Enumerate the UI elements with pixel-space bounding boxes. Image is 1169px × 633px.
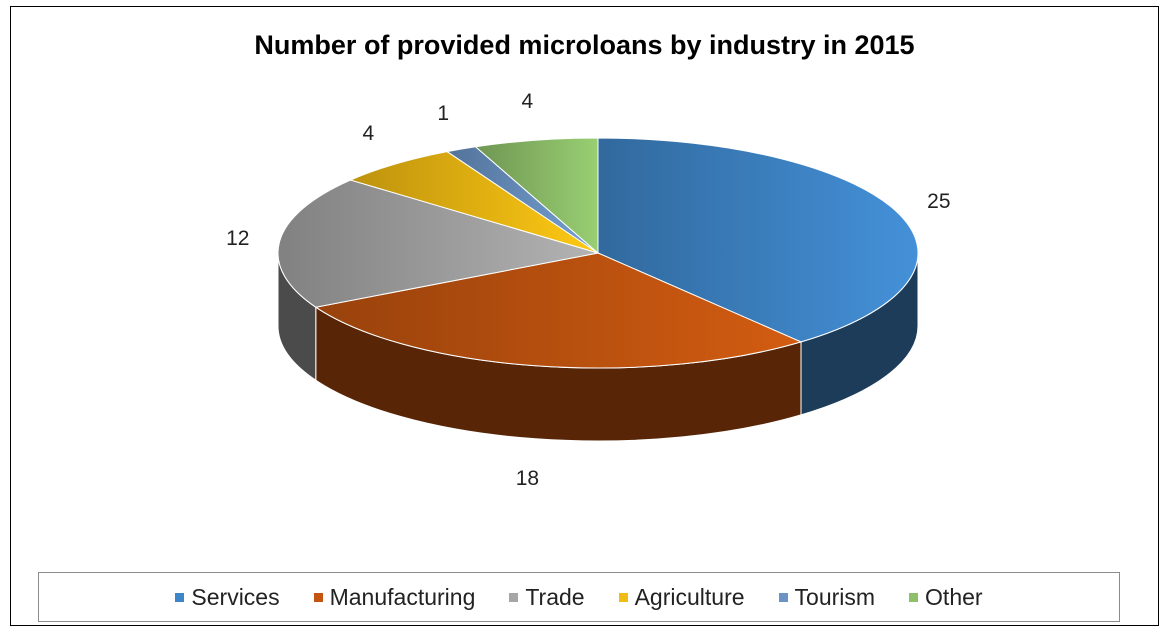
legend-label: Manufacturing — [329, 583, 476, 610]
legend-swatch — [313, 592, 323, 602]
data-label-tourism: 1 — [437, 102, 449, 125]
legend-item-manufacturing[interactable]: Manufacturing — [313, 583, 476, 611]
pie-slice-services[interactable] — [597, 137, 919, 343]
data-label-agriculture: 4 — [363, 122, 375, 145]
legend-label: Trade — [525, 583, 585, 610]
chart-legend: Services Manufacturing Trade Agriculture Tou… — [38, 572, 1120, 622]
pie-slice-agriculture[interactable] — [349, 151, 599, 254]
legend-label: Agriculture — [634, 583, 745, 610]
legend-item-agriculture[interactable]: Agriculture — [618, 583, 745, 611]
pie-slice-other[interactable] — [474, 137, 599, 255]
legend-swatch — [909, 592, 919, 602]
legend-swatch — [618, 592, 628, 602]
legend-swatch — [509, 592, 519, 602]
legend-item-services[interactable]: Services — [175, 583, 280, 611]
legend-swatch — [175, 592, 185, 602]
legend-item-tourism[interactable]: Tourism — [778, 583, 876, 611]
chart-title: Number of provided microloans by industr… — [254, 30, 915, 60]
pie-slice-manufacturing[interactable] — [314, 252, 803, 369]
pie-slice-trade[interactable] — [277, 179, 599, 308]
legend-item-other[interactable]: Other — [909, 584, 983, 611]
legend-label: Services — [191, 583, 280, 610]
legend-label: Tourism — [794, 583, 876, 610]
data-labels: 25 18 12 4 1 4 — [226, 90, 950, 490]
data-label-manufacturing: 18 — [516, 467, 539, 490]
data-label-trade: 12 — [226, 227, 249, 250]
data-label-services: 25 — [927, 190, 950, 213]
data-label-other: 4 — [522, 90, 534, 113]
legend-swatch — [778, 592, 788, 602]
pie-slices — [277, 137, 919, 369]
legend-label: Other — [925, 583, 983, 610]
legend-item-trade[interactable]: Trade — [509, 583, 585, 611]
